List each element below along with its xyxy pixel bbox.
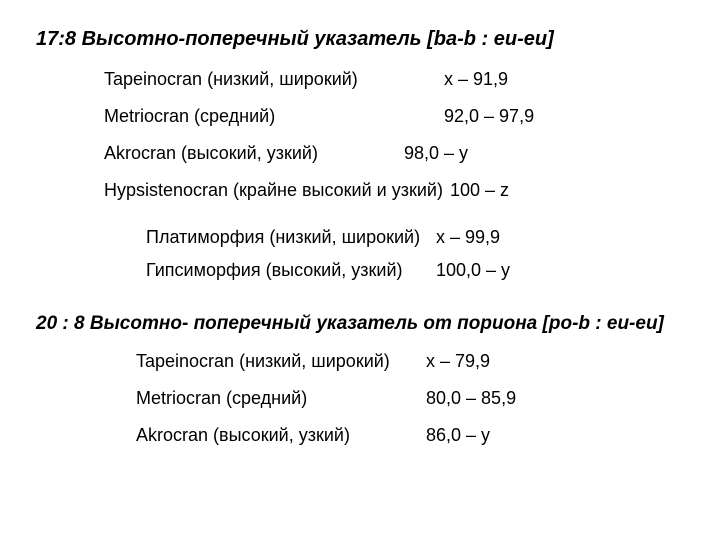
section1-subblock: Платиморфия (низкий, широкий) x – 99,9 Г…	[146, 227, 684, 281]
table-row: Платиморфия (низкий, широкий) x – 99,9	[146, 227, 684, 248]
table-row: Akrocran (высокий, узкий) 98,0 – y	[104, 143, 684, 164]
row-value: 100 – z	[450, 180, 509, 201]
row-label: Metriocran (средний)	[104, 106, 444, 127]
row-value: x – 99,9	[436, 227, 500, 248]
row-label: Akrocran (высокий, узкий)	[136, 425, 426, 446]
row-value: x – 79,9	[426, 351, 490, 372]
row-value: 92,0 – 97,9	[444, 106, 534, 127]
table-row: Akrocran (высокий, узкий) 86,0 – y	[136, 425, 684, 446]
row-label: Tapeinocran (низкий, широкий)	[104, 69, 444, 90]
page: 17:8 Высотно-поперечный указатель [ba-b …	[0, 0, 720, 482]
table-row: Гипсиморфия (высокий, узкий) 100,0 – y	[146, 260, 684, 281]
section2-heading: 20 : 8 Высотно- поперечный указатель от …	[36, 313, 684, 335]
table-row: Tapeinocran (низкий, широкий) x – 79,9	[136, 351, 684, 372]
row-value: 86,0 – y	[426, 425, 490, 446]
row-label: Hypsistenocran (крайне высокий и узкий)	[104, 180, 444, 201]
section2-block: Tapeinocran (низкий, широкий) x – 79,9 M…	[136, 351, 684, 446]
row-value: 100,0 – y	[436, 260, 510, 281]
section1-heading: 17:8 Высотно-поперечный указатель [ba-b …	[36, 28, 684, 51]
row-value: x – 91,9	[444, 69, 508, 90]
row-value: 80,0 – 85,9	[426, 388, 516, 409]
row-label: Akrocran (высокий, узкий)	[104, 143, 404, 164]
section1-block: Tapeinocran (низкий, широкий) x – 91,9 M…	[104, 69, 684, 201]
table-row: Metriocran (средний) 80,0 – 85,9	[136, 388, 684, 409]
row-value: 98,0 – y	[404, 143, 468, 164]
table-row: Tapeinocran (низкий, широкий) x – 91,9	[104, 69, 684, 90]
table-row: Metriocran (средний) 92,0 – 97,9	[104, 106, 684, 127]
row-label: Гипсиморфия (высокий, узкий)	[146, 260, 436, 281]
row-label: Платиморфия (низкий, широкий)	[146, 227, 436, 248]
table-row: Hypsistenocran (крайне высокий и узкий) …	[104, 180, 684, 201]
row-label: Tapeinocran (низкий, широкий)	[136, 351, 426, 372]
row-label: Metriocran (средний)	[136, 388, 426, 409]
